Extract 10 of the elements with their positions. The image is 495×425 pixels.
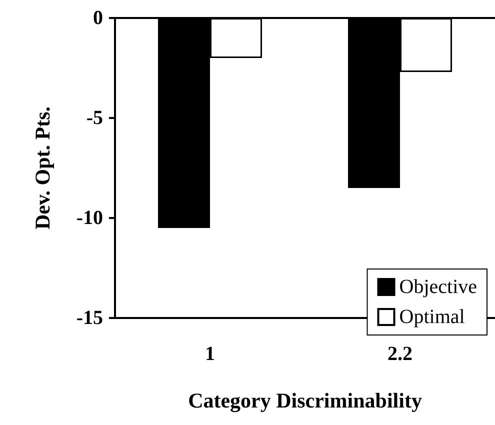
x-tick-label: 2.2 [388, 343, 412, 365]
y-axis-title: Dev. Opt. Pts. [30, 106, 54, 230]
y-tick-label: -5 [86, 107, 103, 129]
x-tick-label: 1 [205, 343, 215, 365]
y-tick-label: -15 [76, 307, 103, 329]
y-tick-label: -10 [76, 207, 103, 229]
y-tick-label: 0 [93, 7, 103, 29]
legend-label: Optimal [399, 306, 466, 328]
legend-label: Objective [399, 276, 478, 298]
x-axis-title: Category Discriminability [188, 388, 422, 412]
